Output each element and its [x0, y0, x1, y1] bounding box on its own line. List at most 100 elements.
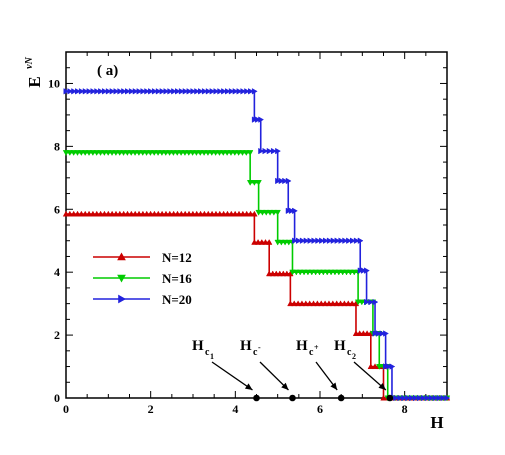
data-point — [282, 177, 289, 185]
data-point — [93, 210, 100, 217]
data-point — [205, 88, 212, 95]
data-point — [66, 210, 74, 217]
legend-swatch-marker — [117, 274, 126, 283]
panel-label: ( a) — [97, 63, 118, 79]
data-point — [258, 147, 265, 155]
data-point — [181, 210, 189, 217]
data-point — [319, 237, 325, 244]
data-point — [127, 150, 135, 156]
data-point — [288, 207, 295, 215]
data-point — [424, 394, 431, 402]
data-point — [285, 207, 292, 215]
data-point — [109, 88, 116, 95]
critical-point-arrow — [211, 361, 253, 391]
data-point — [85, 150, 93, 156]
data-point — [81, 150, 89, 156]
data-point — [401, 394, 408, 402]
data-point — [330, 237, 337, 244]
y-tick-label: 8 — [54, 139, 60, 153]
legend-label: N=16 — [162, 271, 192, 286]
data-point — [275, 177, 281, 185]
data-point — [315, 237, 322, 244]
data-point — [251, 210, 258, 217]
data-point — [312, 269, 319, 276]
data-point — [232, 88, 239, 95]
data-point — [200, 150, 208, 156]
data-point — [247, 210, 254, 217]
data-point — [185, 210, 193, 217]
data-point — [335, 269, 343, 276]
data-point — [78, 88, 85, 95]
data-point — [351, 269, 358, 276]
data-point — [125, 88, 131, 95]
data-point — [393, 394, 400, 402]
data-point — [178, 88, 185, 95]
data-point — [131, 150, 139, 156]
data-point — [213, 88, 220, 95]
data-point — [170, 150, 177, 156]
y-axis-title: E — [25, 76, 44, 87]
critical-point-dot — [253, 394, 260, 402]
data-point — [82, 88, 89, 95]
data-point — [386, 363, 393, 370]
data-point — [251, 180, 258, 186]
data-point — [162, 150, 169, 156]
critical-point-arrowhead — [281, 382, 289, 390]
x-tick-label: 4 — [232, 402, 238, 416]
data-point — [158, 150, 166, 156]
data-point — [323, 269, 331, 276]
data-point — [360, 267, 367, 274]
data-point — [78, 150, 85, 156]
data-point — [201, 210, 208, 217]
data-point — [235, 210, 243, 217]
y-tick-label: 10 — [48, 76, 60, 90]
data-point — [339, 269, 346, 276]
data-point — [112, 210, 120, 217]
data-point — [89, 210, 97, 217]
data-point — [144, 88, 151, 95]
series-layer — [62, 88, 451, 402]
x-axis-title: H — [430, 413, 443, 432]
data-point — [162, 210, 170, 217]
data-point — [298, 300, 306, 307]
data-point — [303, 237, 310, 244]
data-point — [244, 88, 251, 95]
critical-point-subscript: c — [253, 347, 258, 358]
data-point — [163, 88, 170, 95]
critical-point-subsubscript: - — [258, 343, 261, 352]
data-point — [116, 210, 124, 217]
data-point — [270, 209, 278, 216]
data-point — [329, 300, 337, 307]
data-point — [101, 88, 108, 95]
x-tick-label: 0 — [63, 402, 69, 416]
data-point — [353, 237, 360, 244]
data-point — [285, 177, 292, 185]
data-point — [104, 150, 112, 156]
legend-swatch-marker — [118, 294, 127, 304]
legend-entry: N=20 — [93, 292, 192, 307]
critical-point-label: H — [296, 338, 308, 354]
data-point — [94, 88, 101, 95]
data-point — [409, 394, 415, 402]
data-point — [86, 88, 93, 95]
data-point — [334, 237, 341, 244]
data-point — [189, 150, 196, 156]
y-axis-title-superscript: vN — [24, 56, 35, 68]
data-point — [310, 300, 317, 307]
data-point — [308, 269, 316, 276]
data-point — [228, 88, 235, 95]
data-point — [148, 88, 154, 95]
data-point — [350, 237, 356, 244]
data-point — [116, 150, 123, 156]
x-tick-label: 2 — [148, 402, 154, 416]
critical-point-subscript: c — [205, 347, 210, 358]
data-point — [158, 210, 166, 217]
data-point — [174, 210, 181, 217]
data-point — [90, 88, 97, 95]
data-point — [216, 210, 224, 217]
data-point — [135, 210, 143, 217]
data-point — [255, 180, 262, 186]
data-point — [182, 88, 189, 95]
